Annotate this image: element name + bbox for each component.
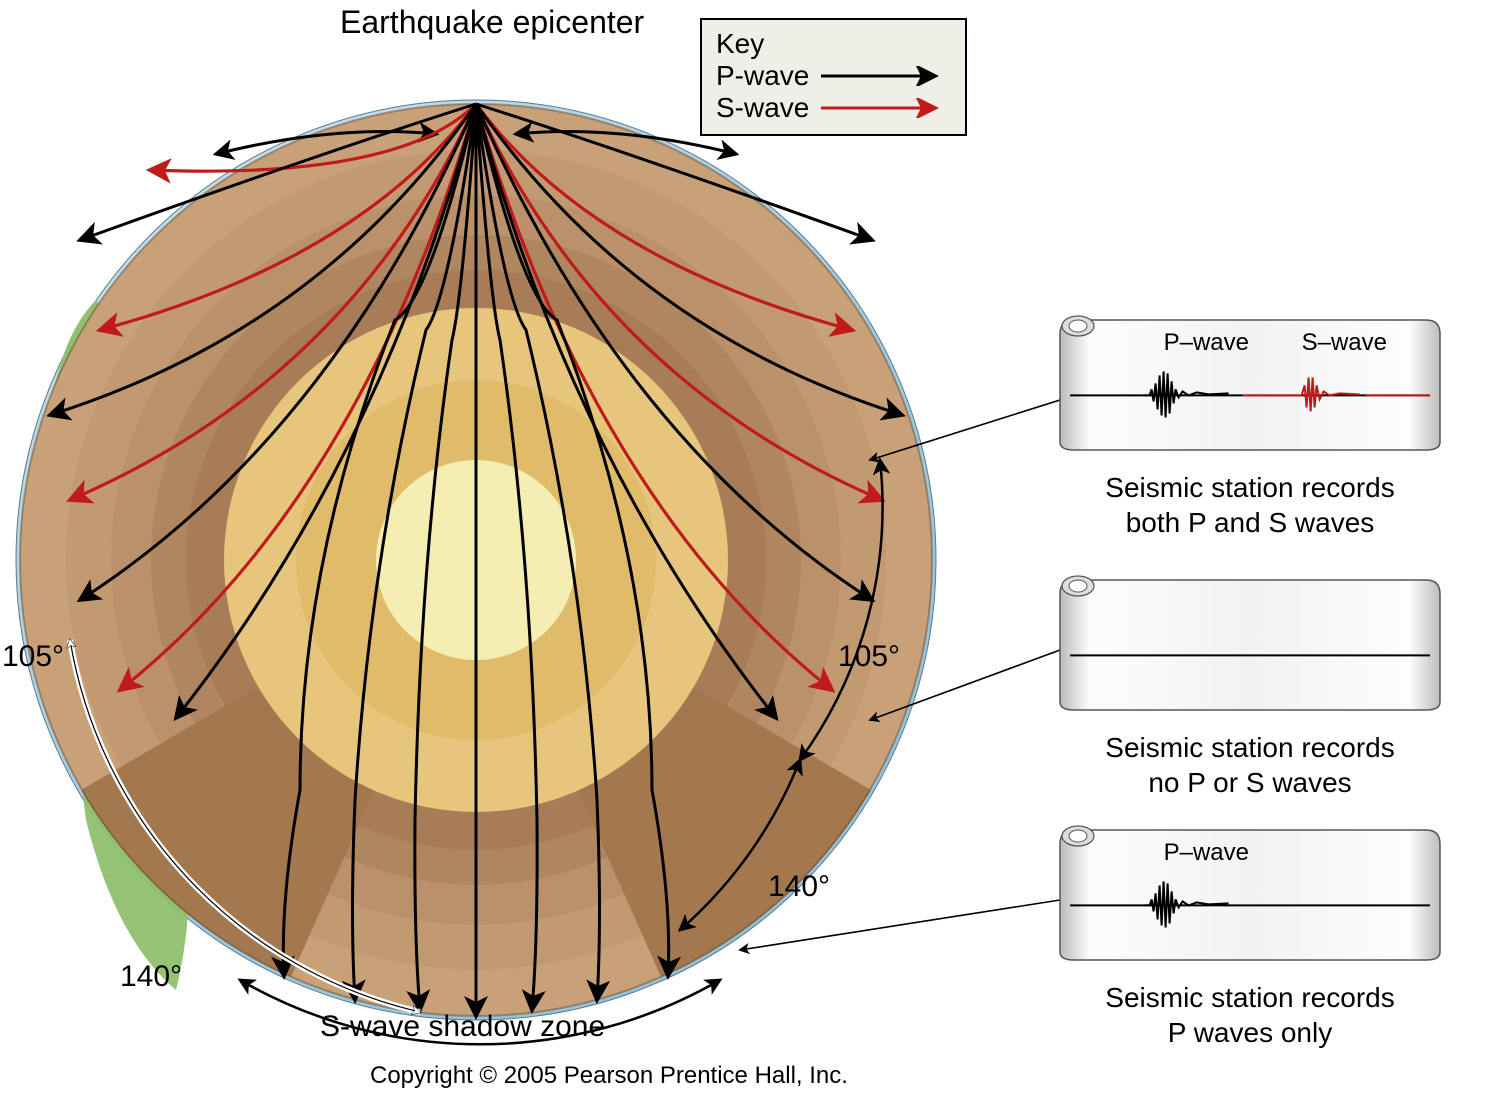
shadow-zone-label: S-wave shadow zone — [320, 1010, 605, 1044]
key-s-arrow — [817, 98, 947, 118]
epicenter-label: Earthquake epicenter — [340, 4, 644, 41]
angle-105-right: 105° — [838, 640, 900, 674]
svg-text:P–wave: P–wave — [1164, 329, 1249, 356]
svg-text:P–wave: P–wave — [1164, 839, 1249, 866]
svg-text:S–wave: S–wave — [1302, 329, 1387, 356]
angle-105-left: 105° — [2, 640, 64, 674]
seismogram-caption-1: Seismic station recordsno P or S waves — [1050, 730, 1450, 800]
seismogram-caption-0: Seismic station recordsboth P and S wave… — [1050, 470, 1450, 540]
key-s-label: S-wave — [716, 92, 809, 124]
angle-140-right: 140° — [768, 870, 830, 904]
key-title: Key — [716, 28, 947, 60]
seismogram-caption-2: Seismic station recordsP waves only — [1050, 980, 1450, 1050]
earth-seismic-diagram: P–wave S–wave P–wave — [0, 0, 1500, 1108]
legend-key: Key P-wave S-wave — [700, 18, 967, 136]
angle-140-left: 140° — [120, 960, 182, 994]
copyright-text: Copyright © 2005 Pearson Prentice Hall, … — [370, 1062, 848, 1090]
key-p-arrow — [817, 66, 947, 86]
key-p-label: P-wave — [716, 60, 809, 92]
